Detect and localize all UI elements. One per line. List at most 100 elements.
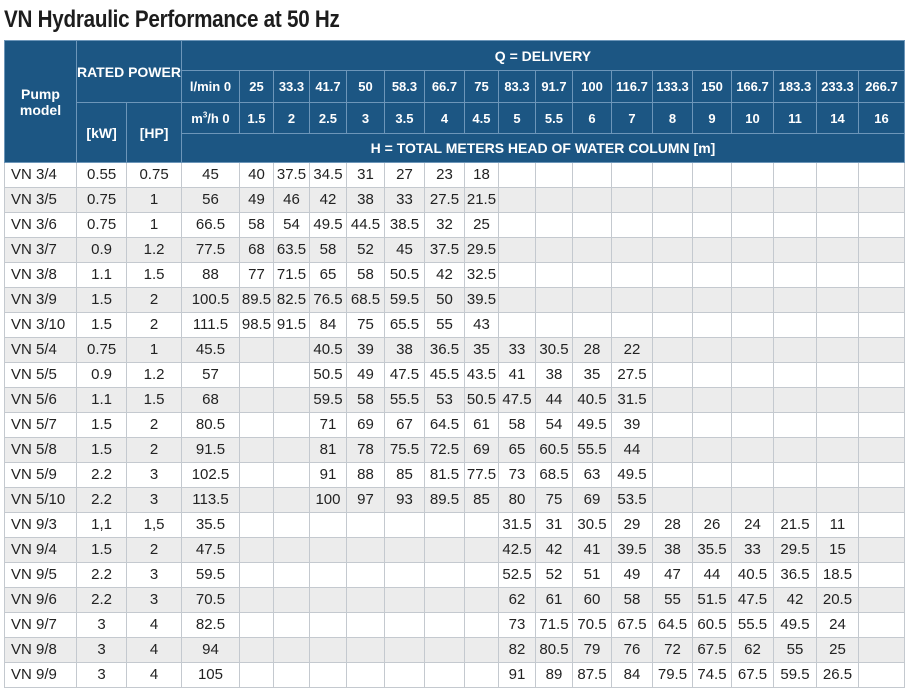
head-value-cell	[857, 612, 905, 638]
head-value-cell	[308, 537, 347, 563]
kw-cell: 1.5	[75, 537, 128, 563]
head-value-cell	[815, 462, 859, 488]
flow-m3h-header: 5.5	[534, 102, 573, 134]
head-value-cell: 55	[772, 637, 817, 663]
pump-model-cell: VN 3/5	[4, 187, 77, 213]
head-value-cell: 58	[497, 412, 536, 438]
head-value-cell: 52.5	[497, 562, 536, 588]
head-value-cell	[772, 337, 817, 363]
head-value-cell	[534, 162, 573, 188]
head-value-cell: 93	[383, 487, 425, 513]
flow-m3h-header: 8	[651, 102, 693, 134]
head-value-cell: 58	[238, 212, 274, 238]
head-value-cell	[691, 462, 732, 488]
hp-cell: 2	[126, 312, 182, 338]
head-value-cell: 38.5	[383, 212, 425, 238]
head-value-cell: 68.5	[534, 462, 573, 488]
head-value-cell	[651, 212, 693, 238]
hp-cell: 1.5	[126, 387, 182, 413]
head-value-cell: 94	[180, 637, 240, 663]
head-value-cell: 53	[423, 387, 465, 413]
head-value-cell	[772, 312, 817, 338]
head-value-cell	[238, 487, 274, 513]
head-value-cell	[857, 637, 905, 663]
head-value-cell: 47.5	[497, 387, 536, 413]
head-value-cell: 74.5	[691, 662, 732, 688]
head-value-cell	[730, 287, 774, 313]
pump-model-cell: VN 3/4	[4, 162, 77, 188]
head-value-cell	[463, 562, 499, 588]
head-value-cell: 66.5	[180, 212, 240, 238]
flow-m3h-header: 3	[345, 102, 385, 134]
flow-lmin-header: 183.3	[772, 70, 817, 103]
head-value-cell	[423, 587, 465, 613]
head-value-cell: 82	[497, 637, 536, 663]
kw-cell: 0.55	[75, 162, 128, 188]
head-value-cell	[857, 187, 905, 213]
head-value-cell	[610, 237, 653, 263]
head-value-cell: 77.5	[180, 237, 240, 263]
head-value-cell: 56	[180, 187, 240, 213]
head-value-cell	[857, 387, 905, 413]
head-value-cell	[857, 437, 905, 463]
head-value-cell: 65.5	[383, 312, 425, 338]
head-value-cell	[571, 262, 612, 288]
pump-model-cell: VN 5/9	[4, 462, 77, 488]
head-value-cell: 79	[571, 637, 612, 663]
head-value-cell	[610, 187, 653, 213]
head-value-cell	[815, 212, 859, 238]
head-value-cell	[772, 287, 817, 313]
flow-lmin-header: 91.7	[534, 70, 573, 103]
head-value-cell	[730, 237, 774, 263]
head-value-cell: 49	[238, 187, 274, 213]
kw-cell: 2.2	[75, 587, 128, 613]
head-value-cell	[238, 437, 274, 463]
head-value-cell: 29.5	[463, 237, 499, 263]
pump-model-cell: VN 3/6	[4, 212, 77, 238]
head-value-cell: 15	[815, 537, 859, 563]
head-value-cell: 49.5	[610, 462, 653, 488]
kw-cell: 1,1	[75, 512, 128, 538]
head-value-cell	[651, 187, 693, 213]
head-value-cell	[272, 512, 310, 538]
kw-cell: 2.2	[75, 487, 128, 513]
flow-lmin-header: 116.7	[610, 70, 653, 103]
head-value-cell	[651, 237, 693, 263]
head-value-cell: 25	[815, 637, 859, 663]
head-value-cell	[383, 587, 425, 613]
head-value-cell	[534, 237, 573, 263]
head-value-cell	[345, 512, 385, 538]
head-value-cell	[772, 237, 817, 263]
head-value-cell: 27.5	[423, 187, 465, 213]
head-value-cell: 41	[497, 362, 536, 388]
head-value-cell	[345, 662, 385, 688]
kw-cell: 1.5	[75, 312, 128, 338]
head-value-cell: 67	[383, 412, 425, 438]
head-value-cell: 69	[463, 437, 499, 463]
table-row: VN 9/3 1,1 1,5 35.5 31.5 31 30.5 29 28 26 24 21.5 11	[4, 512, 905, 538]
kw-cell: 0.75	[75, 187, 128, 213]
pump-model-cell: VN 9/4	[4, 537, 77, 563]
head-value-cell	[730, 412, 774, 438]
table-row: VN 5/5 0.9 1.2 57 50.5 49 47.5 45.5 43.5 41 38 35 27…	[4, 362, 905, 388]
head-value-cell	[857, 562, 905, 588]
head-value-cell	[272, 612, 310, 638]
head-value-cell: 27	[383, 162, 425, 188]
head-value-cell: 37.5	[272, 162, 310, 188]
head-value-cell: 36.5	[423, 337, 465, 363]
head-value-cell: 102.5	[180, 462, 240, 488]
kw-cell: 1.5	[75, 412, 128, 438]
head-value-cell: 42	[772, 587, 817, 613]
head-value-cell	[238, 537, 274, 563]
head-value-cell	[308, 587, 347, 613]
head-value-cell: 47.5	[383, 362, 425, 388]
head-value-cell: 55	[651, 587, 693, 613]
head-value-cell: 91	[308, 462, 347, 488]
head-value-cell	[610, 312, 653, 338]
head-value-cell: 80.5	[534, 637, 573, 663]
head-value-cell	[238, 587, 274, 613]
head-value-cell: 55.5	[730, 612, 774, 638]
head-value-cell: 69	[345, 412, 385, 438]
flow-lmin-header: 66.7	[423, 70, 465, 103]
head-value-cell	[815, 262, 859, 288]
